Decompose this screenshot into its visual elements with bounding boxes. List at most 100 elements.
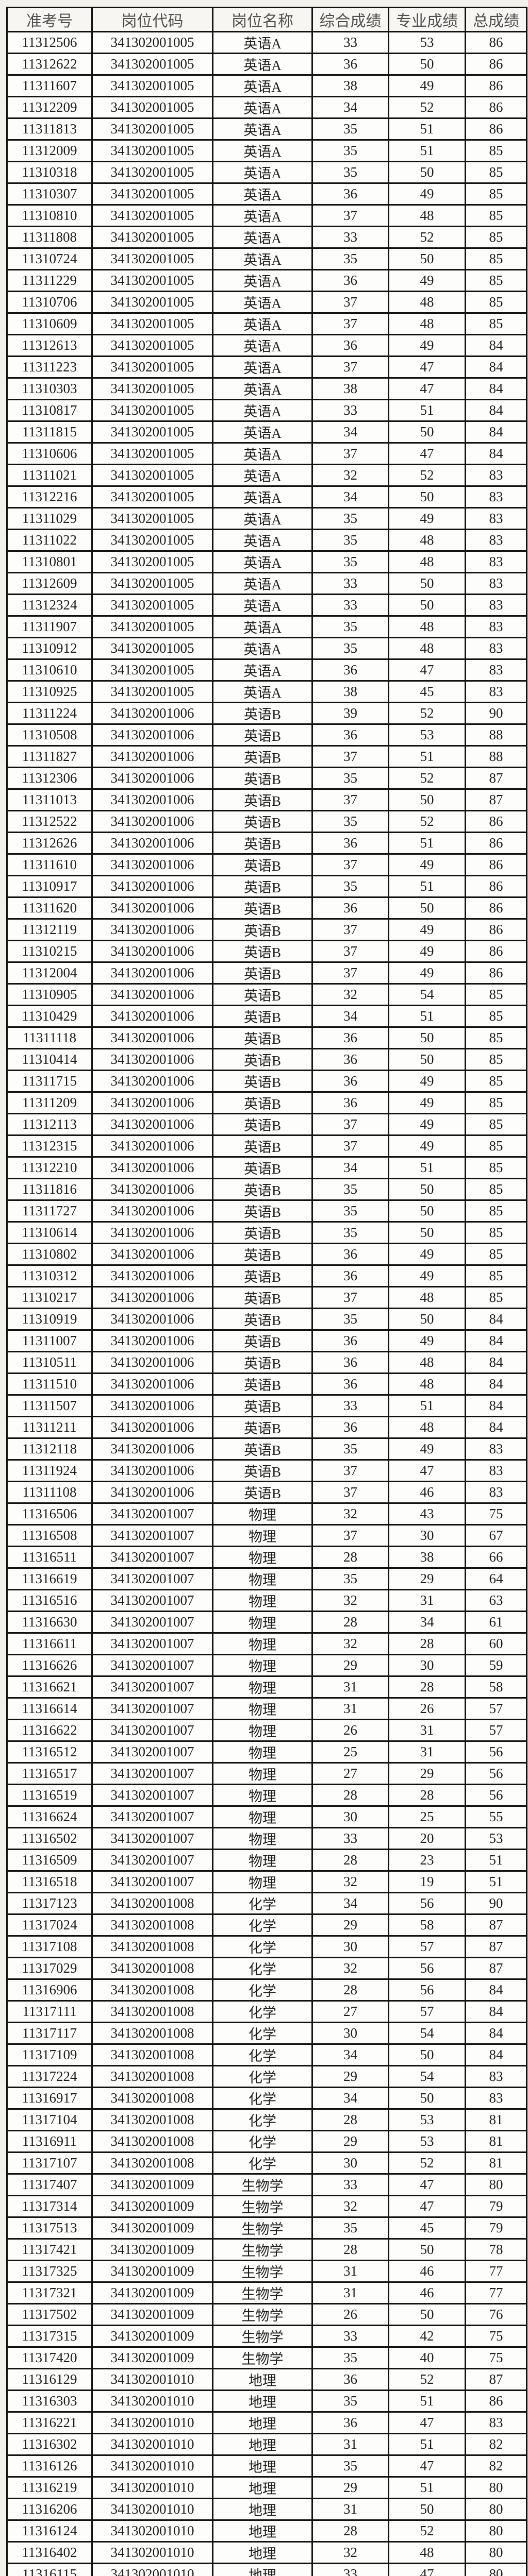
cell: 341302001005 [91, 355, 213, 379]
table-row: 11310912 341302001005 英语A 35 48 83 [6, 637, 527, 660]
cell: 36 [311, 1091, 389, 1114]
cell: 英语B [212, 1113, 313, 1136]
cell: 51 [388, 139, 466, 162]
cell: 341302001007 [91, 1632, 213, 1655]
cell: 43 [388, 1502, 466, 1526]
cell: 生物学 [212, 2238, 313, 2261]
cell: 11316518 [6, 1870, 93, 1893]
cell: 341302001008 [91, 2065, 213, 2088]
cell: 341302001005 [91, 594, 213, 617]
cell: 英语B [212, 1459, 313, 1482]
cell: 341302001008 [91, 2087, 213, 2110]
cell: 35 [311, 2216, 389, 2240]
cell: 48 [388, 204, 466, 227]
cell: 85 [465, 247, 527, 270]
table-row: 11311007 341302001006 英语B 36 49 84 [6, 1329, 527, 1352]
cell: 英语B [212, 918, 313, 941]
cell: 30 [388, 1524, 466, 1547]
cell: 11310706 [6, 291, 93, 314]
cell: 37 [311, 204, 389, 227]
cell: 物理 [212, 1719, 313, 1742]
cell: 56 [388, 1892, 466, 1915]
cell: 48 [388, 1286, 466, 1309]
cell: 物理 [212, 1805, 313, 1828]
cell: 341302001009 [91, 2238, 213, 2261]
cell: 85 [465, 182, 527, 206]
cell: 英语A [212, 226, 313, 249]
cell: 英语B [212, 1329, 313, 1352]
cell: 11311507 [6, 1394, 93, 1417]
cell: 50 [388, 572, 466, 595]
cell: 35 [311, 1221, 389, 1244]
cell: 45 [388, 680, 466, 703]
cell: 11310817 [6, 399, 93, 422]
cell: 49 [388, 74, 466, 97]
cell: 35 [311, 139, 389, 162]
cell: 341302001005 [91, 31, 213, 54]
cell: 59 [465, 1654, 527, 1677]
table-row: 11317321 341302001009 生物学 31 46 77 [6, 2281, 527, 2304]
cell: 341302001010 [91, 2541, 213, 2564]
cell: 61 [465, 1611, 527, 1634]
cell: 29 [388, 1567, 466, 1590]
cell: 35 [311, 1437, 389, 1461]
cell: 11310925 [6, 680, 93, 703]
cell: 50 [388, 896, 466, 920]
table-row: 11311108 341302001006 英语B 37 46 83 [6, 1481, 527, 1504]
cell: 29 [311, 2130, 389, 2153]
cell: 85 [465, 983, 527, 1006]
cell: 物理 [212, 1827, 313, 1850]
cell: 28 [311, 1978, 389, 2002]
cell: 341302001005 [91, 334, 213, 357]
cell: 341302001007 [91, 1784, 213, 1807]
cell: 英语B [212, 767, 313, 790]
table-header: 准考号 岗位代码 岗位名称 综合成绩 专业成绩 总成绩 [6, 7, 527, 32]
cell: 英语A [212, 529, 313, 552]
cell: 物理 [212, 1654, 313, 1677]
cell: 35 [311, 507, 389, 530]
cell: 341302001006 [91, 1459, 213, 1482]
table-row: 11311610 341302001006 英语B 37 49 86 [6, 853, 527, 876]
cell: 20 [388, 1827, 466, 1850]
cell: 54 [388, 2065, 466, 2088]
cell: 341302001006 [91, 1156, 213, 1179]
cell: 英语B [212, 896, 313, 920]
table-row: 11317420 341302001009 生物学 35 40 75 [6, 2346, 527, 2369]
cell: 英语B [212, 1372, 313, 1396]
cell: 51 [465, 1849, 527, 1872]
cell: 85 [465, 291, 527, 314]
cell: 50 [388, 1178, 466, 1201]
cell: 42 [388, 2325, 466, 2348]
cell: 11310614 [6, 1221, 93, 1244]
cell: 11311209 [6, 1091, 93, 1114]
table-row: 11312118 341302001006 英语B 35 49 83 [6, 1437, 527, 1461]
cell: 英语A [212, 550, 313, 573]
cell: 341302001007 [91, 1740, 213, 1764]
cell: 36 [311, 2368, 389, 2391]
cell: 82 [465, 2433, 527, 2456]
cell: 36 [311, 658, 389, 682]
cell: 341302001009 [91, 2216, 213, 2240]
cell: 50 [388, 53, 466, 76]
cell: 11310724 [6, 247, 93, 270]
cell: 11311620 [6, 896, 93, 920]
cell: 37 [311, 745, 389, 768]
cell: 341302001005 [91, 139, 213, 162]
cell: 47 [388, 2173, 466, 2196]
table-row: 11316221 341302001010 地理 36 47 83 [6, 2411, 527, 2434]
cell: 物理 [212, 1611, 313, 1634]
cell: 33 [311, 2325, 389, 2348]
cell: 11316911 [6, 2130, 93, 2153]
cell: 35 [311, 1199, 389, 1223]
cell: 11316519 [6, 1784, 93, 1807]
cell: 47 [388, 377, 466, 400]
cell: 28 [311, 1546, 389, 1569]
cell: 50 [388, 1026, 466, 1049]
cell: 11311727 [6, 1199, 93, 1223]
cell: 341302001006 [91, 1264, 213, 1287]
table-row: 11312113 341302001006 英语B 37 49 85 [6, 1113, 527, 1136]
cell: 11317315 [6, 2325, 93, 2348]
table-row: 11316614 341302001007 物理 31 26 57 [6, 1697, 527, 1720]
cell: 50 [388, 1221, 466, 1244]
cell: 38 [311, 377, 389, 400]
